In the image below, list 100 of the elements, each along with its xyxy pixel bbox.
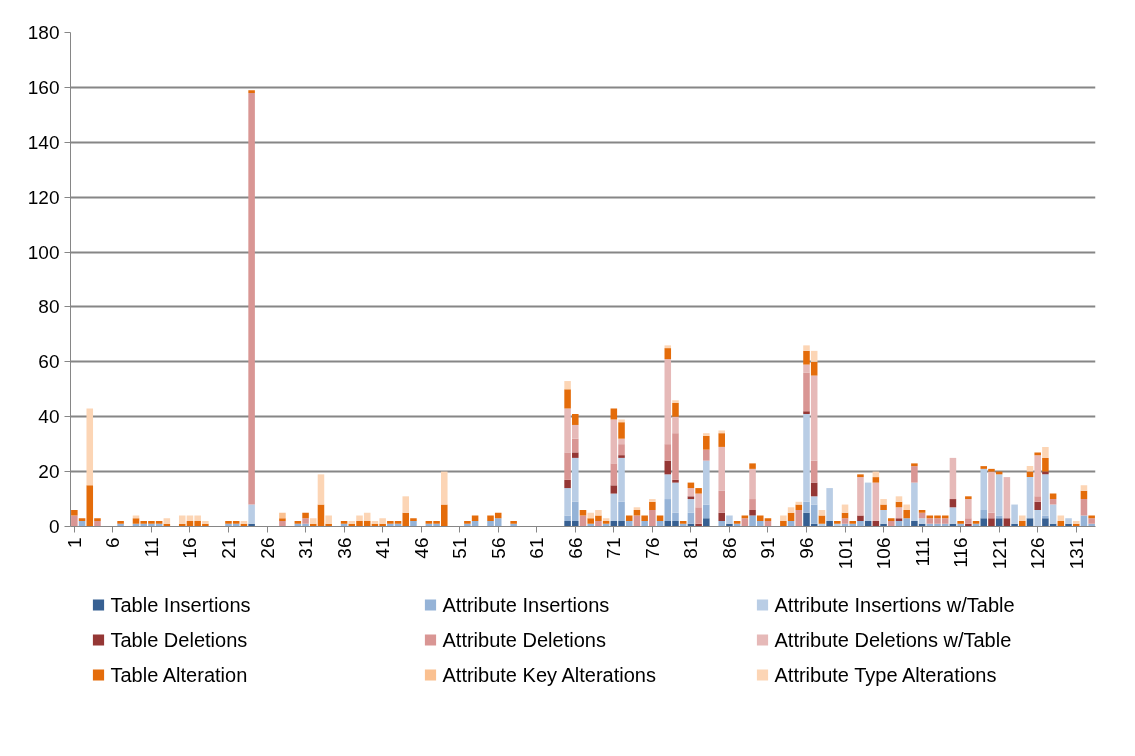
bar (564, 452, 571, 480)
y-tick-label: 180 (27, 22, 60, 43)
x-tick-label: 86 (718, 537, 740, 559)
bar (302, 518, 309, 524)
bar (1042, 457, 1049, 472)
bar (703, 460, 710, 505)
bar (325, 515, 332, 524)
bar (988, 512, 995, 519)
bar (1065, 518, 1072, 524)
bar (410, 521, 417, 527)
bar (1019, 515, 1026, 522)
bar (317, 474, 325, 505)
bar (911, 466, 918, 483)
bar (248, 90, 255, 93)
x-tick-label: 41 (372, 537, 394, 559)
bar (1019, 521, 1026, 527)
bar (279, 518, 286, 522)
bar (749, 463, 756, 469)
bar (703, 435, 710, 450)
bar (687, 499, 695, 513)
bar (980, 466, 988, 469)
bar (703, 504, 710, 519)
bar (888, 521, 895, 527)
bar (872, 477, 880, 483)
bar (857, 515, 864, 522)
bar (918, 510, 926, 513)
bar (810, 375, 818, 461)
bar (649, 510, 656, 527)
bar (672, 403, 679, 417)
bar (718, 446, 725, 491)
bar (94, 521, 101, 527)
bar (1034, 455, 1041, 497)
bar (610, 408, 618, 420)
bar (880, 499, 887, 505)
bar (703, 433, 710, 436)
bar (803, 372, 810, 412)
bar (803, 411, 810, 414)
x-tick-label: 51 (449, 537, 471, 559)
legend-label: Attribute Key Alterations (442, 663, 657, 686)
y-tick-label: 140 (27, 131, 60, 153)
x-tick-label: 121 (988, 537, 1010, 570)
x-tick-label: 11 (140, 537, 162, 558)
bar (965, 518, 972, 524)
x-tick-label: 61 (526, 537, 548, 559)
bar (749, 499, 756, 511)
bar (703, 449, 710, 461)
bar (949, 457, 957, 500)
bar (625, 515, 633, 522)
x-tick-label: 66 (564, 537, 586, 559)
bar (618, 444, 625, 456)
bar (695, 488, 702, 494)
bar (71, 515, 78, 527)
bar (625, 521, 633, 527)
bar (564, 381, 571, 390)
bar (988, 468, 995, 472)
bar (988, 518, 995, 527)
x-tick-label: 16 (179, 537, 201, 559)
x-tick-label: 111 (911, 537, 933, 567)
bar (664, 348, 672, 360)
bar (579, 510, 587, 516)
bar (309, 518, 317, 524)
y-tick-label: 40 (38, 406, 60, 428)
x-tick-label: 101 (834, 537, 856, 570)
bar (880, 504, 887, 511)
bar (641, 521, 648, 527)
bar (888, 518, 895, 522)
bar (618, 501, 625, 522)
bar (780, 521, 787, 527)
x-tick-label: 116 (950, 537, 972, 568)
bar (718, 521, 725, 527)
bar (787, 507, 795, 513)
bar (749, 468, 756, 500)
bar (703, 518, 710, 527)
bar (911, 463, 918, 467)
bar (718, 512, 725, 522)
bar (618, 422, 625, 439)
x-tick-label: 96 (796, 537, 817, 559)
bar (1003, 477, 1011, 519)
bar (687, 512, 695, 524)
bar (610, 485, 618, 494)
bar (1034, 501, 1041, 511)
bar (895, 507, 903, 519)
bar (795, 501, 803, 505)
bar (610, 463, 618, 486)
x-tick-label: 46 (410, 537, 432, 559)
bar (1049, 499, 1057, 505)
bar (1011, 504, 1018, 524)
y-tick-label: 60 (38, 351, 60, 373)
bar (302, 512, 309, 519)
bar (903, 510, 910, 519)
legend-label: Attribute Type Alterations (774, 663, 998, 686)
legend-label: Table Insertions (110, 593, 252, 616)
bar (803, 345, 810, 351)
bar (672, 479, 679, 483)
legend-label: Table Alteration (110, 663, 249, 686)
legend-label: Attribute Insertions w/Table (774, 593, 1016, 616)
bar (633, 510, 641, 516)
x-tick-label: 71 (603, 537, 625, 559)
bar (895, 496, 903, 502)
bar (572, 452, 579, 458)
